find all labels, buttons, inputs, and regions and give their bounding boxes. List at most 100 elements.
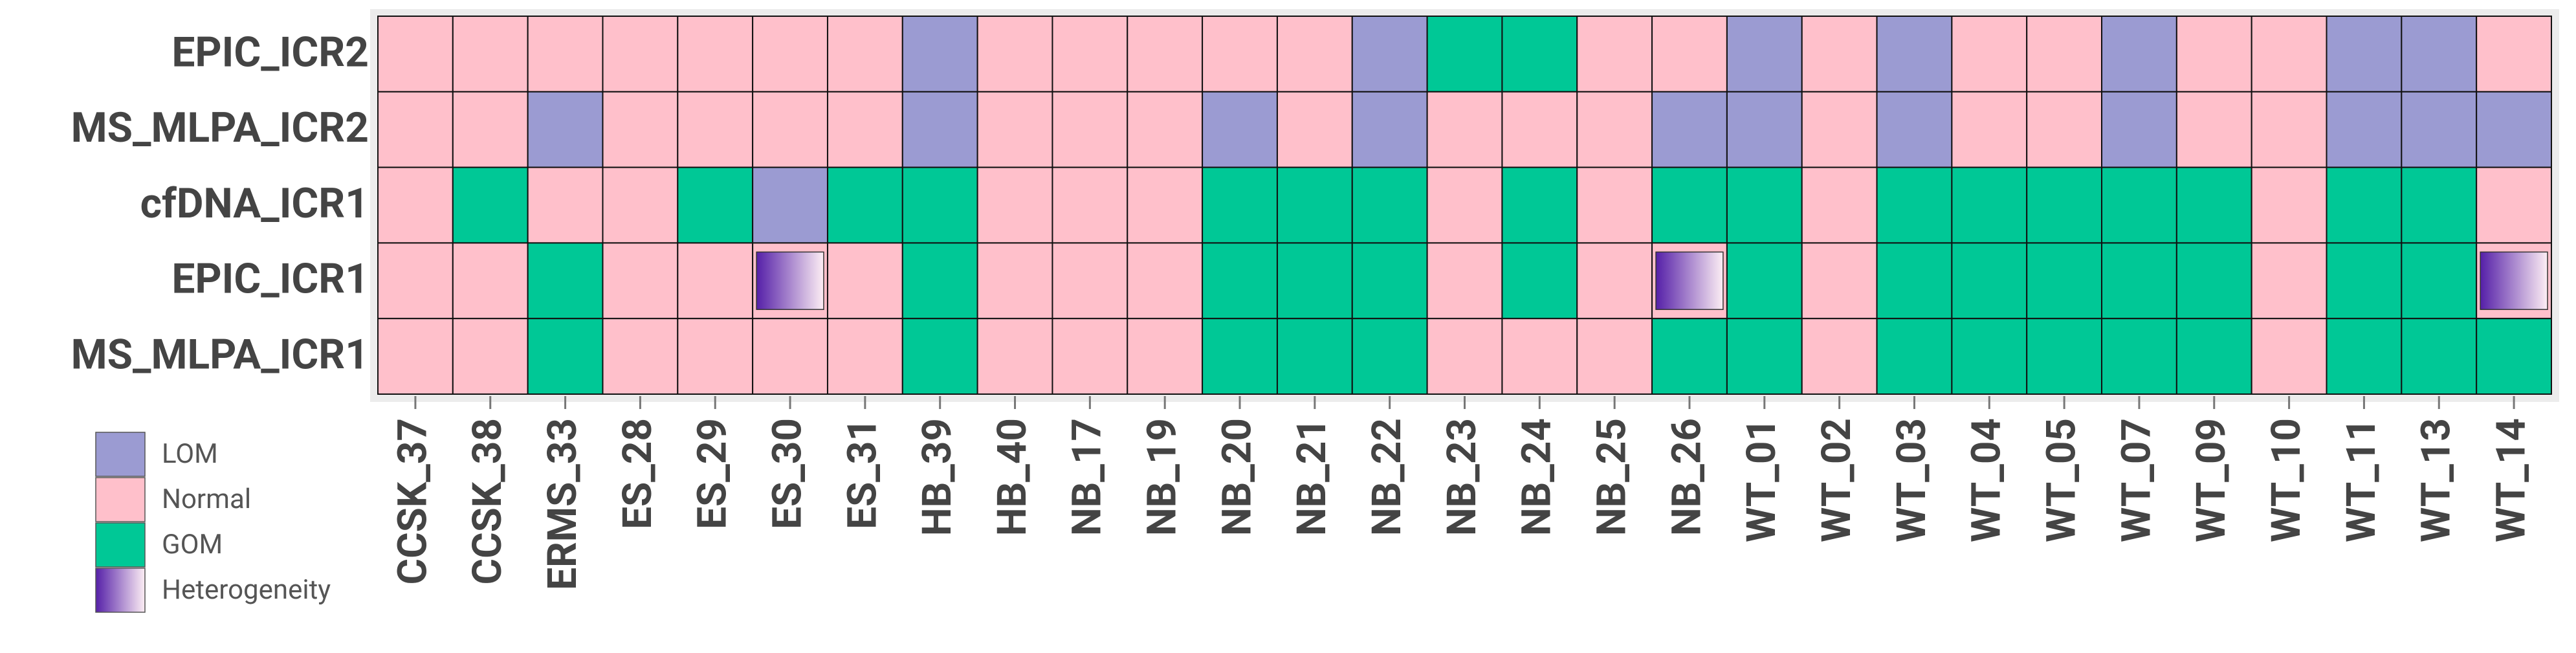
column-label: NB_22	[1363, 418, 1411, 536]
column-label: NB_25	[1589, 418, 1636, 536]
cell	[1726, 166, 1803, 244]
cell	[1876, 318, 1953, 395]
cell	[1351, 16, 1428, 93]
column-label: WT_11	[2338, 418, 2385, 542]
cell	[2101, 166, 2177, 244]
cell	[1651, 91, 1728, 168]
cell-heterogeneity	[1655, 251, 1724, 310]
legend-swatch	[95, 568, 146, 613]
cell	[377, 318, 454, 395]
cell	[452, 318, 529, 395]
cell	[1501, 166, 1578, 244]
column-label: CCSK_37	[389, 418, 436, 584]
column-label: ERMS_33	[539, 418, 586, 590]
cell	[1127, 242, 1204, 320]
cell-heterogeneity	[756, 251, 824, 310]
cell	[1876, 16, 1953, 93]
cell	[677, 242, 754, 320]
cell	[752, 318, 828, 395]
cell	[602, 91, 679, 168]
cell	[2326, 318, 2403, 395]
cell	[1726, 91, 1803, 168]
cell	[602, 166, 679, 244]
cell	[826, 166, 903, 244]
cell	[976, 318, 1053, 395]
cell	[2175, 242, 2252, 320]
cell	[1501, 242, 1578, 320]
cell	[1127, 318, 1204, 395]
cell	[2326, 91, 2403, 168]
cell	[2401, 242, 2478, 320]
cell	[1202, 166, 1278, 244]
cell	[452, 91, 529, 168]
cell	[1051, 166, 1128, 244]
cell	[527, 166, 604, 244]
cell	[2026, 242, 2103, 320]
cell	[2326, 242, 2403, 320]
cell	[1576, 91, 1653, 168]
cell	[677, 91, 754, 168]
cell	[1576, 16, 1653, 93]
cell	[2476, 91, 2552, 168]
cell	[377, 242, 454, 320]
cell	[2401, 16, 2478, 93]
column-label: NB_20	[1213, 418, 1260, 536]
cell	[1351, 166, 1428, 244]
cell	[2026, 91, 2103, 168]
cell	[602, 16, 679, 93]
cell	[1501, 318, 1578, 395]
column-label: WT_07	[2113, 418, 2160, 542]
cell	[901, 16, 978, 93]
cell	[2175, 16, 2252, 93]
cell	[1351, 318, 1428, 395]
cell	[2476, 166, 2552, 244]
column-label: NB_19	[1139, 418, 1186, 536]
legend-label: GOM	[162, 529, 223, 560]
cell	[2101, 242, 2177, 320]
cell	[1276, 16, 1353, 93]
cell	[1051, 16, 1128, 93]
cell	[2251, 166, 2328, 244]
cell	[1951, 166, 2028, 244]
cell	[1801, 16, 1878, 93]
cell	[1202, 242, 1278, 320]
cell	[452, 242, 529, 320]
cell	[1801, 318, 1878, 395]
cell	[1651, 16, 1728, 93]
column-label: ES_28	[614, 418, 661, 529]
cell	[1127, 166, 1204, 244]
cell	[826, 242, 903, 320]
cell	[602, 318, 679, 395]
cell	[1276, 91, 1353, 168]
column-label: NB_26	[1663, 418, 1710, 536]
cell	[1951, 318, 2028, 395]
cell	[901, 166, 978, 244]
cell-heterogeneity	[2480, 251, 2548, 310]
cell	[1726, 318, 1803, 395]
cell	[2326, 166, 2403, 244]
column-label: ES_31	[839, 418, 886, 529]
column-label: WT_14	[2487, 418, 2535, 542]
cell	[2175, 318, 2252, 395]
cell	[1426, 16, 1503, 93]
column-label: WT_10	[2263, 418, 2310, 542]
cell	[826, 16, 903, 93]
cell	[1202, 16, 1278, 93]
cell	[452, 16, 529, 93]
cell	[901, 318, 978, 395]
cell	[976, 242, 1053, 320]
cell	[1202, 318, 1278, 395]
column-label: NB_17	[1064, 418, 1111, 536]
column-label: NB_24	[1514, 418, 1561, 536]
cell	[1951, 242, 2028, 320]
cell	[1051, 242, 1128, 320]
cell	[1576, 166, 1653, 244]
cell	[1351, 242, 1428, 320]
column-label: NB_23	[1438, 418, 1486, 536]
row-label: MS_MLPA_ICR1	[71, 331, 369, 379]
cell	[602, 242, 679, 320]
cell	[1202, 91, 1278, 168]
cell	[2251, 318, 2328, 395]
